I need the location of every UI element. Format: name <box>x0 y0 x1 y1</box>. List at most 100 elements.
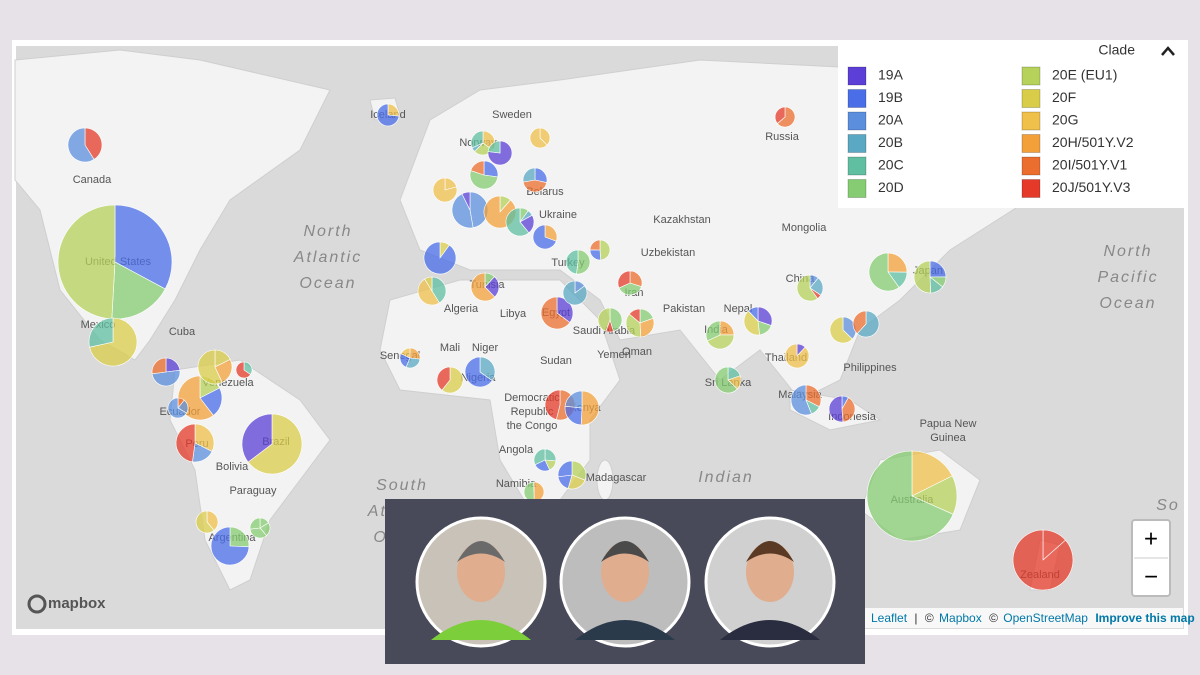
speaker-face <box>601 542 649 602</box>
pie-slice <box>790 384 812 416</box>
speaker-face <box>746 542 794 602</box>
pie-slice <box>529 127 548 149</box>
attribution-bg <box>865 608 1183 628</box>
pie-slice <box>423 241 457 275</box>
place-label: Kazakhstan <box>653 214 710 226</box>
pie-slice <box>597 307 611 332</box>
osm-link[interactable]: OpenStreetMap <box>1003 611 1088 625</box>
pie-slice <box>544 224 558 242</box>
pie-slice <box>705 320 721 342</box>
pie-slice <box>229 526 250 548</box>
pie-slice <box>580 390 600 426</box>
pie-slice <box>479 356 496 381</box>
copy: © <box>989 611 998 625</box>
pie-slice <box>805 384 822 408</box>
ocean-label: Atlantic <box>293 249 362 266</box>
pie-slice <box>470 272 496 302</box>
pie-slice <box>195 510 215 534</box>
leaflet-link[interactable]: Leaflet <box>871 611 908 625</box>
pie-slice <box>67 127 95 163</box>
pie-slice <box>464 356 493 388</box>
pie-slice <box>451 193 474 229</box>
pie-slice <box>544 389 561 420</box>
place-label: Paraguay <box>229 485 277 497</box>
pie-slice <box>589 239 601 251</box>
collapse-icon[interactable] <box>1161 46 1175 56</box>
pie-slice <box>562 280 588 306</box>
speaker-hair <box>601 541 649 562</box>
place-label: Uzbekistan <box>641 247 695 259</box>
legend-label: 20B <box>878 134 903 150</box>
pie-slice <box>743 310 760 336</box>
pie-slice <box>564 390 583 409</box>
pie-slice <box>114 204 173 290</box>
legend-label: 19A <box>878 67 904 83</box>
pie-slice <box>57 204 116 320</box>
legend-swatch <box>847 179 867 198</box>
mapbox-logo[interactable]: mapbox <box>48 595 106 612</box>
speaker-hair <box>746 541 794 562</box>
pie-slice <box>210 526 250 566</box>
legend-swatch <box>1021 156 1041 176</box>
pie-slice <box>796 274 818 302</box>
place-label: Republic <box>511 406 554 418</box>
legend-label: 20F <box>1052 89 1076 105</box>
pie-slice <box>197 349 223 385</box>
pie-slice <box>487 140 501 154</box>
place-label: Libya <box>500 308 527 320</box>
place-label: Papua New <box>920 418 977 430</box>
pie-slice <box>774 106 786 124</box>
improve-link[interactable]: Improve this map <box>1095 611 1194 625</box>
zoom-in[interactable]: + <box>1144 525 1158 552</box>
pie-slice <box>151 357 167 375</box>
ocean-label: So <box>1156 497 1180 514</box>
pie-slice <box>249 517 261 530</box>
place-label: Bolivia <box>216 461 249 473</box>
legend-swatch <box>1021 111 1041 131</box>
pie-slice <box>206 510 219 531</box>
pie-slice <box>470 130 484 149</box>
pie-slice <box>856 310 880 338</box>
pie-slice <box>436 366 451 391</box>
ocean-label: South <box>376 477 428 494</box>
pie-slice <box>852 310 867 335</box>
pie-slice <box>866 450 954 542</box>
pie-slice <box>461 191 471 211</box>
legend-title[interactable]: Clade <box>1098 42 1135 58</box>
pie-slice <box>532 224 557 250</box>
pie-slice <box>235 361 251 379</box>
pie-slice <box>887 252 908 273</box>
pie-slice <box>376 103 400 127</box>
ocean-label: Indian <box>698 469 754 486</box>
pie-slice <box>911 450 953 497</box>
pie-slice <box>599 239 611 261</box>
place-label: Sudan <box>540 355 572 367</box>
legend-label: 20J/501Y.V3 <box>1052 179 1131 195</box>
copy: © <box>925 611 934 625</box>
place-label: Mongolia <box>782 222 828 234</box>
pie-slice <box>639 317 655 338</box>
place-label: the Congo <box>507 420 558 432</box>
pie-slice <box>540 296 571 330</box>
pie-slice <box>88 317 114 348</box>
ocean-label: Pacific <box>1097 269 1158 286</box>
place-label: Russia <box>765 131 800 143</box>
mapbox-link[interactable]: Mapbox <box>939 611 982 625</box>
legend-swatch <box>847 111 867 131</box>
pie-slice <box>432 177 458 203</box>
legend-label: 20I/501Y.V1 <box>1052 157 1127 173</box>
sep: | <box>914 611 917 625</box>
legend-label: 20G <box>1052 112 1078 128</box>
speaker-body <box>720 620 820 640</box>
place-label: Mali <box>440 342 460 354</box>
pie-slice <box>777 106 796 128</box>
legend-label: 20H/501Y.V2 <box>1052 134 1134 150</box>
pie-slice <box>714 366 738 394</box>
zoom-out[interactable]: − <box>1144 563 1158 590</box>
pie-slice <box>533 448 546 466</box>
pie-slice <box>1012 529 1074 591</box>
legend-swatch <box>1021 66 1041 86</box>
speaker-body <box>575 620 675 640</box>
pie-slice <box>757 306 773 326</box>
